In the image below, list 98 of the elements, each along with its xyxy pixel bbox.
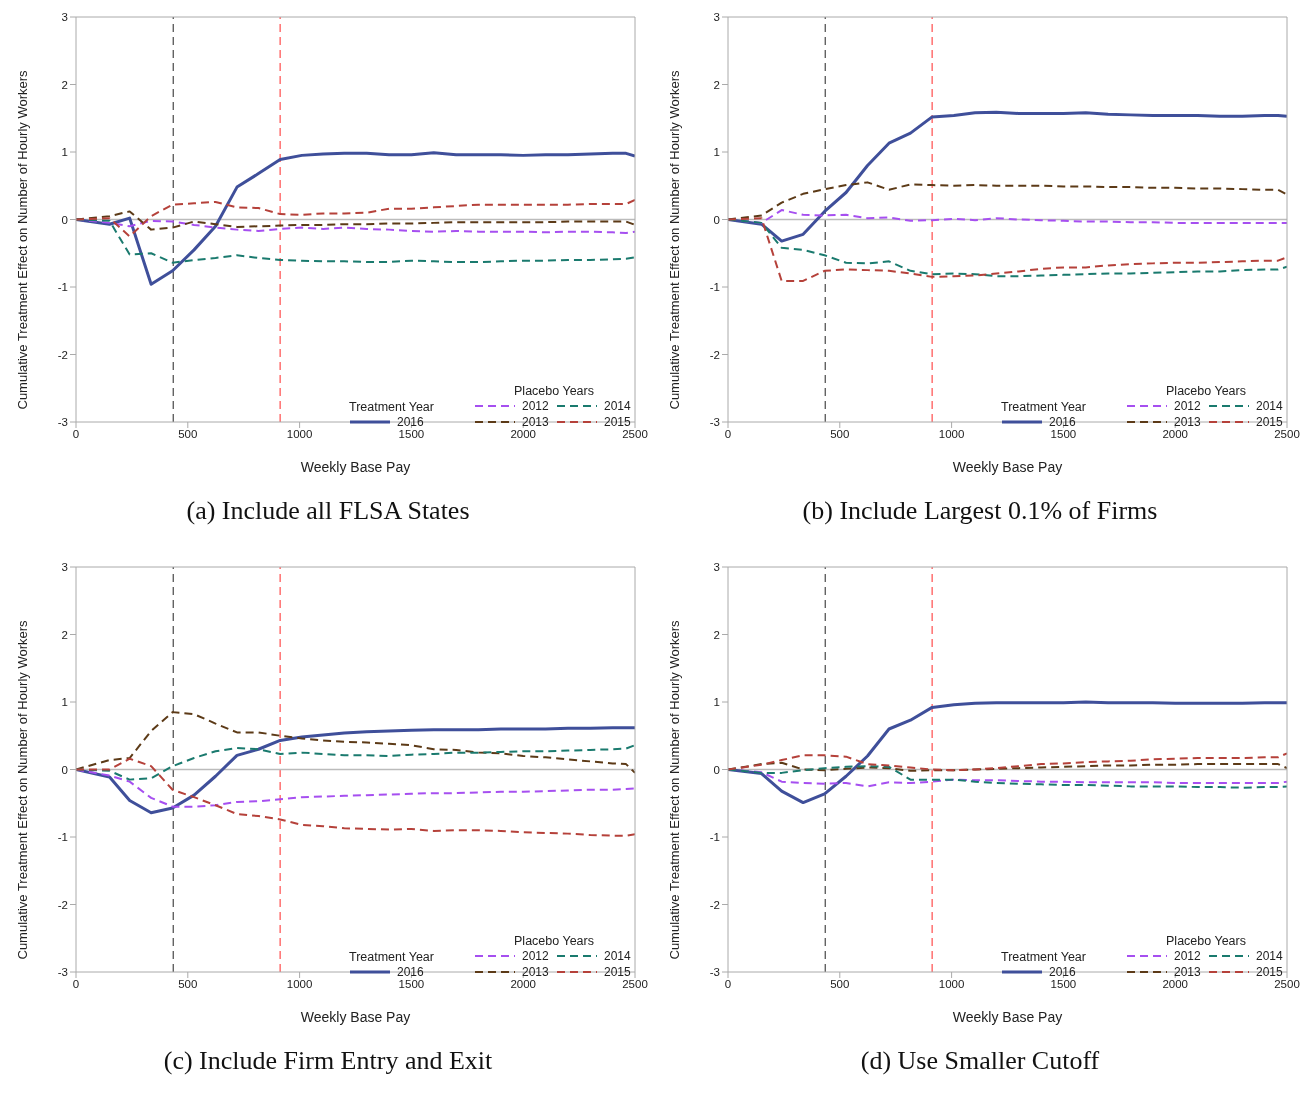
- annotation: Treatment Year: [1000, 950, 1086, 964]
- legend-label: 2013: [1174, 415, 1202, 429]
- y-tick-label: -3: [57, 416, 68, 429]
- y-tick-label: 3: [713, 561, 720, 574]
- text: (a) Include all FLSA States: [185, 496, 471, 526]
- y-tick-label: 2: [713, 78, 720, 91]
- annotation: Placebo Years: [1165, 384, 1247, 398]
- legend-label: 2014: [1256, 949, 1284, 963]
- line-series: [76, 757, 635, 837]
- line-series: [76, 218, 635, 264]
- x-tick-label: 2000: [510, 428, 536, 441]
- x-tick-label: 0: [72, 428, 80, 441]
- legend-label: 2014: [604, 949, 632, 963]
- x-tick-label: 2000: [1162, 428, 1188, 441]
- legend-label: 2014: [604, 399, 632, 413]
- y-axis-title: Cumulative Treatment Effect on Number of Hourly Workers: [14, 619, 30, 960]
- y-tick-label: -1: [709, 281, 720, 294]
- x-tick-label: 1000: [938, 978, 965, 991]
- y-tick-label: 1: [61, 146, 68, 159]
- y-axis-title: Cumulative Treatment Effect on Number of Hourly Workers: [666, 619, 682, 960]
- annotation: Placebo Years: [513, 384, 595, 398]
- y-tick-label: -3: [709, 416, 720, 429]
- y-tick-label: -2: [57, 898, 68, 911]
- annotation: Placebo Years: [513, 934, 595, 948]
- legend-label: 2016: [396, 965, 425, 979]
- text: (d) Use Smaller Cutoff: [859, 1046, 1101, 1076]
- y-tick-label: -2: [709, 898, 720, 911]
- annotation: Placebo Years: [1165, 934, 1247, 948]
- y-tick-label: 0: [713, 763, 720, 776]
- y-tick-label: -1: [57, 831, 68, 844]
- legend-label: 2016: [1048, 415, 1077, 429]
- legend-label: 2013: [1174, 965, 1202, 979]
- x-axis-title: Weekly Base Pay: [300, 1009, 411, 1025]
- x-tick-label: 1500: [398, 428, 425, 441]
- y-tick-label: 1: [61, 696, 68, 709]
- x-tick-label: 500: [178, 978, 198, 991]
- x-tick-label: 2000: [510, 978, 536, 991]
- x-tick-label: 0: [72, 978, 80, 991]
- x-tick-label: 1500: [1050, 978, 1077, 991]
- x-tick-label: 1000: [286, 978, 313, 991]
- legend-label: 2012: [522, 949, 550, 963]
- x-axis-title: Weekly Base Pay: [300, 459, 411, 475]
- legend-label: 2015: [1256, 965, 1284, 979]
- legend-label: 2012: [1174, 399, 1202, 413]
- y-axis-title: Cumulative Treatment Effect on Number of Hourly Workers: [14, 69, 30, 410]
- y-tick-label: -2: [57, 348, 68, 361]
- y-tick-label: -1: [709, 831, 720, 844]
- legend-label: 2013: [522, 965, 550, 979]
- x-tick-label: 1000: [286, 428, 313, 441]
- x-tick-label: 1000: [938, 428, 965, 441]
- y-tick-label: 3: [713, 11, 720, 24]
- y-tick-label: 0: [61, 763, 68, 776]
- line-series: [76, 726, 635, 815]
- y-tick-label: -3: [57, 966, 68, 979]
- y-tick-label: 2: [61, 628, 68, 641]
- annotation: Treatment Year: [348, 400, 434, 414]
- x-tick-label: 500: [830, 978, 850, 991]
- text: (b) Include Largest 0.1% of Firms: [801, 496, 1159, 526]
- y-tick-label: 3: [61, 561, 68, 574]
- annotation: Treatment Year: [348, 950, 434, 964]
- x-tick-label: 1500: [398, 978, 425, 991]
- x-tick-label: 2000: [1162, 978, 1188, 991]
- y-tick-label: 2: [713, 628, 720, 641]
- y-axis-title: Cumulative Treatment Effect on Number of Hourly Workers: [666, 69, 682, 410]
- legend-label: 2015: [604, 965, 632, 979]
- x-tick-label: 500: [830, 428, 850, 441]
- line-series: [728, 752, 1287, 772]
- x-tick-label: 2500: [622, 428, 648, 441]
- x-tick-label: 1500: [1050, 428, 1077, 441]
- x-tick-label: 500: [178, 428, 198, 441]
- legend-label: 2015: [604, 415, 632, 429]
- y-tick-label: 2: [61, 78, 68, 91]
- line-series: [76, 198, 635, 238]
- y-tick-label: 3: [61, 11, 68, 24]
- y-tick-label: -2: [709, 348, 720, 361]
- legend-label: 2015: [1256, 415, 1284, 429]
- x-tick-label: 0: [724, 978, 732, 991]
- y-tick-label: 1: [713, 146, 720, 159]
- legend-label: 2016: [396, 415, 425, 429]
- y-tick-label: -3: [709, 966, 720, 979]
- x-tick-label: 2500: [1274, 978, 1300, 991]
- y-tick-label: 0: [61, 213, 68, 226]
- y-tick-label: -1: [57, 281, 68, 294]
- x-tick-label: 0: [724, 428, 732, 441]
- legend-label: 2013: [522, 415, 550, 429]
- x-tick-label: 2500: [1274, 428, 1300, 441]
- line-series: [76, 711, 635, 774]
- y-tick-label: 0: [713, 213, 720, 226]
- x-axis-title: Weekly Base Pay: [952, 1009, 1063, 1025]
- legend-label: 2014: [1256, 399, 1284, 413]
- x-axis-title: Weekly Base Pay: [952, 459, 1063, 475]
- x-tick-label: 2500: [622, 978, 648, 991]
- legend-label: 2012: [1174, 949, 1202, 963]
- annotation: Treatment Year: [1000, 400, 1086, 414]
- legend-label: 2016: [1048, 965, 1077, 979]
- y-tick-label: 1: [713, 696, 720, 709]
- legend-label: 2012: [522, 399, 550, 413]
- text: (c) Include Firm Entry and Exit: [162, 1046, 494, 1076]
